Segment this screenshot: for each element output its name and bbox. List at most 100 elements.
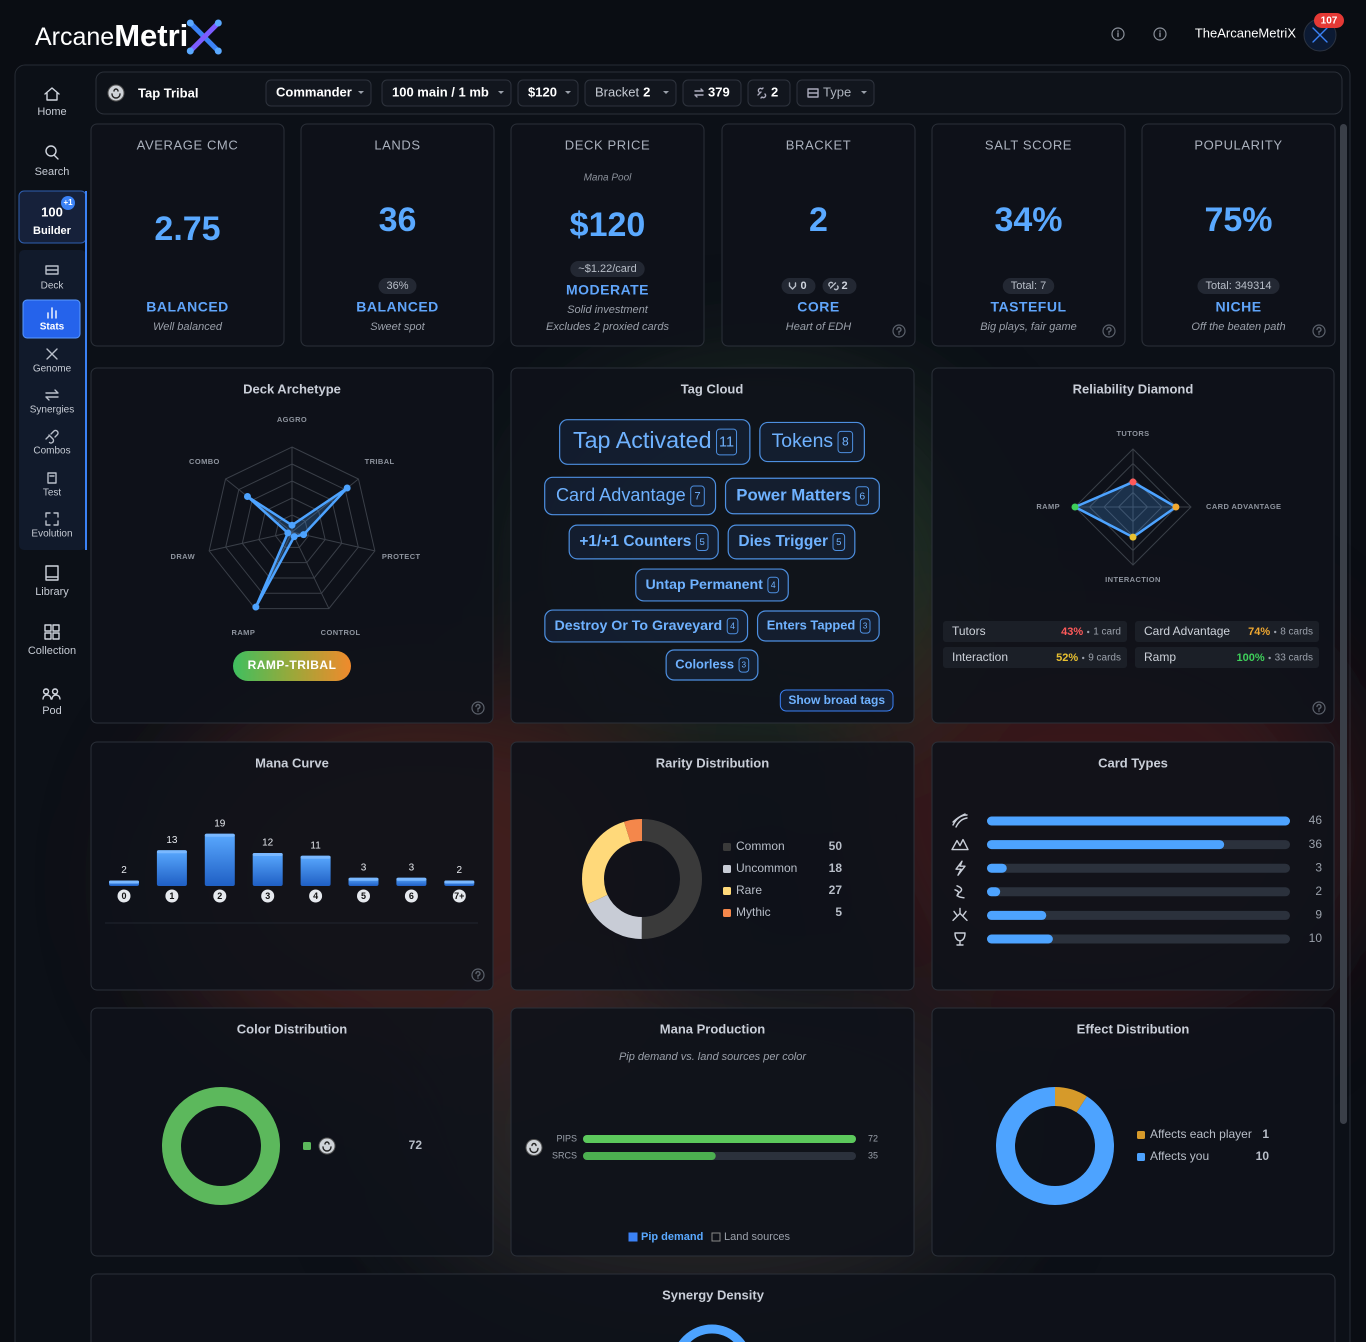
- bar: [987, 840, 1225, 850]
- bar-value-label: 3: [1315, 860, 1322, 874]
- nav-icon[interactable]: [45, 389, 59, 401]
- tag[interactable]: +1/+1 Counters 5: [568, 524, 719, 560]
- nav-icon[interactable]: [47, 307, 57, 319]
- nav-icon[interactable]: [44, 87, 60, 101]
- nav-item[interactable]: Collection: [28, 645, 76, 657]
- header-icon[interactable]: [1153, 27, 1167, 41]
- bar-value-label: 36: [1309, 837, 1323, 851]
- radar-point: [1071, 503, 1079, 511]
- toolbar-pill[interactable]: 100 main / 1 mb: [381, 79, 512, 107]
- tag[interactable]: Power Matters 6: [724, 477, 880, 515]
- toolbar-pill[interactable]: 379: [682, 79, 742, 107]
- tag[interactable]: Untap Permanent 4: [635, 568, 789, 602]
- legend-label: Land sources: [724, 1231, 791, 1243]
- nav-icon[interactable]: [47, 472, 57, 484]
- stat-value: $120: [570, 206, 646, 244]
- tag[interactable]: Tap Activated 11: [559, 419, 751, 465]
- tag[interactable]: Card Advantage 7: [544, 476, 717, 516]
- bar-cap: [396, 877, 427, 881]
- nav-icon[interactable]: [45, 429, 59, 444]
- radar-spoke: [209, 531, 293, 552]
- tag[interactable]: Destroy Or To Graveyard 4: [544, 609, 749, 643]
- help-icon[interactable]: [471, 701, 485, 715]
- stat-note: Heart of EDH: [786, 321, 851, 333]
- legend-label: Pip demand: [641, 1231, 703, 1243]
- stat-value: 36: [379, 201, 417, 239]
- nav-item[interactable]: Builder: [33, 225, 72, 237]
- help-icon[interactable]: [1312, 324, 1326, 338]
- nav-item[interactable]: Library: [35, 586, 69, 598]
- nav-icon[interactable]: [45, 145, 59, 160]
- stat-badge: [570, 261, 645, 277]
- y-tick-label: SRCS: [552, 1150, 577, 1160]
- nav-icon[interactable]: [46, 348, 58, 360]
- bar-cap: [444, 880, 475, 884]
- tag[interactable]: Colorless 3: [665, 649, 759, 681]
- legend-swatch: [723, 865, 731, 873]
- scrollbar[interactable]: [1340, 124, 1347, 1124]
- bar-value-label: 12: [262, 838, 274, 849]
- bar-cap: [300, 855, 331, 859]
- help-icon[interactable]: [1312, 701, 1326, 715]
- legend-swatch: [1137, 1131, 1145, 1139]
- header-icon[interactable]: [1111, 27, 1125, 41]
- nav-item[interactable]: Home: [37, 106, 66, 118]
- toolbar-pill[interactable]: 2: [747, 79, 791, 107]
- stat-value: 2: [809, 201, 828, 239]
- toolbar-pill-text: Bracket: [595, 84, 639, 99]
- legend-swatch: [723, 843, 731, 851]
- nav-icon[interactable]: [45, 265, 59, 275]
- caret: [861, 91, 867, 94]
- toolbar-pill[interactable]: Bracket 2: [584, 79, 677, 107]
- tag-count-box: [855, 486, 870, 506]
- nav-item[interactable]: Test: [43, 488, 62, 499]
- toolbar-pill[interactable]: Type: [796, 79, 875, 107]
- caret: [663, 91, 669, 94]
- logo-stroke: [187, 20, 221, 54]
- x-tick-badge: [165, 889, 179, 903]
- help-icon[interactable]: [1102, 324, 1116, 338]
- tag-name: Power Matters: [736, 485, 851, 504]
- bar: [987, 863, 1007, 873]
- stat-note: Solid investment: [567, 304, 649, 316]
- avatar-glyph: [1312, 27, 1328, 43]
- nav-item[interactable]: Genome: [33, 364, 72, 375]
- radar-point: [290, 533, 298, 541]
- caret: [358, 91, 364, 94]
- stat-badge: [378, 278, 417, 294]
- nav-icon[interactable]: [45, 565, 59, 581]
- nav-icon[interactable]: [44, 624, 60, 640]
- stat-card: [931, 123, 1126, 347]
- nav-item[interactable]: Search: [35, 166, 70, 178]
- tag[interactable]: Tokens 8: [759, 421, 865, 463]
- tag-count: 5: [700, 537, 705, 548]
- radar-point: [243, 492, 251, 500]
- tag-pill: [568, 524, 719, 560]
- nav-item[interactable]: Combos: [33, 446, 70, 457]
- nav-item[interactable]: Stats: [40, 322, 65, 333]
- toolbar-pill-bg: [584, 79, 677, 107]
- nav-item[interactable]: Synergies: [30, 405, 74, 416]
- x-tick-label: 6: [409, 891, 414, 901]
- nav-icon[interactable]: [45, 512, 59, 526]
- help-icon[interactable]: [892, 324, 906, 338]
- nav-item[interactable]: Evolution: [31, 529, 72, 540]
- tag[interactable]: Enters Tapped 3: [756, 610, 880, 642]
- tag-pill: [665, 649, 759, 681]
- nav-item[interactable]: Deck: [41, 281, 65, 292]
- nav-icon[interactable]: [42, 688, 61, 700]
- toolbar-pill[interactable]: $120: [517, 79, 579, 107]
- legend-value: 72: [409, 1138, 423, 1152]
- tag[interactable]: Dies Trigger 5: [727, 524, 856, 560]
- tag-count: 5: [836, 537, 841, 548]
- mana-glyph: [529, 1142, 539, 1154]
- help-icon[interactable]: [471, 968, 485, 982]
- bar-track: [987, 934, 1290, 944]
- bar: [987, 816, 1290, 826]
- nav-item[interactable]: Pod: [42, 705, 62, 717]
- legend-value: 50: [829, 839, 843, 853]
- toolbar-pill[interactable]: Commander: [265, 79, 372, 107]
- show-broad-tags[interactable]: Show broad tags: [779, 689, 894, 712]
- bar-value-label: 10: [1309, 931, 1323, 945]
